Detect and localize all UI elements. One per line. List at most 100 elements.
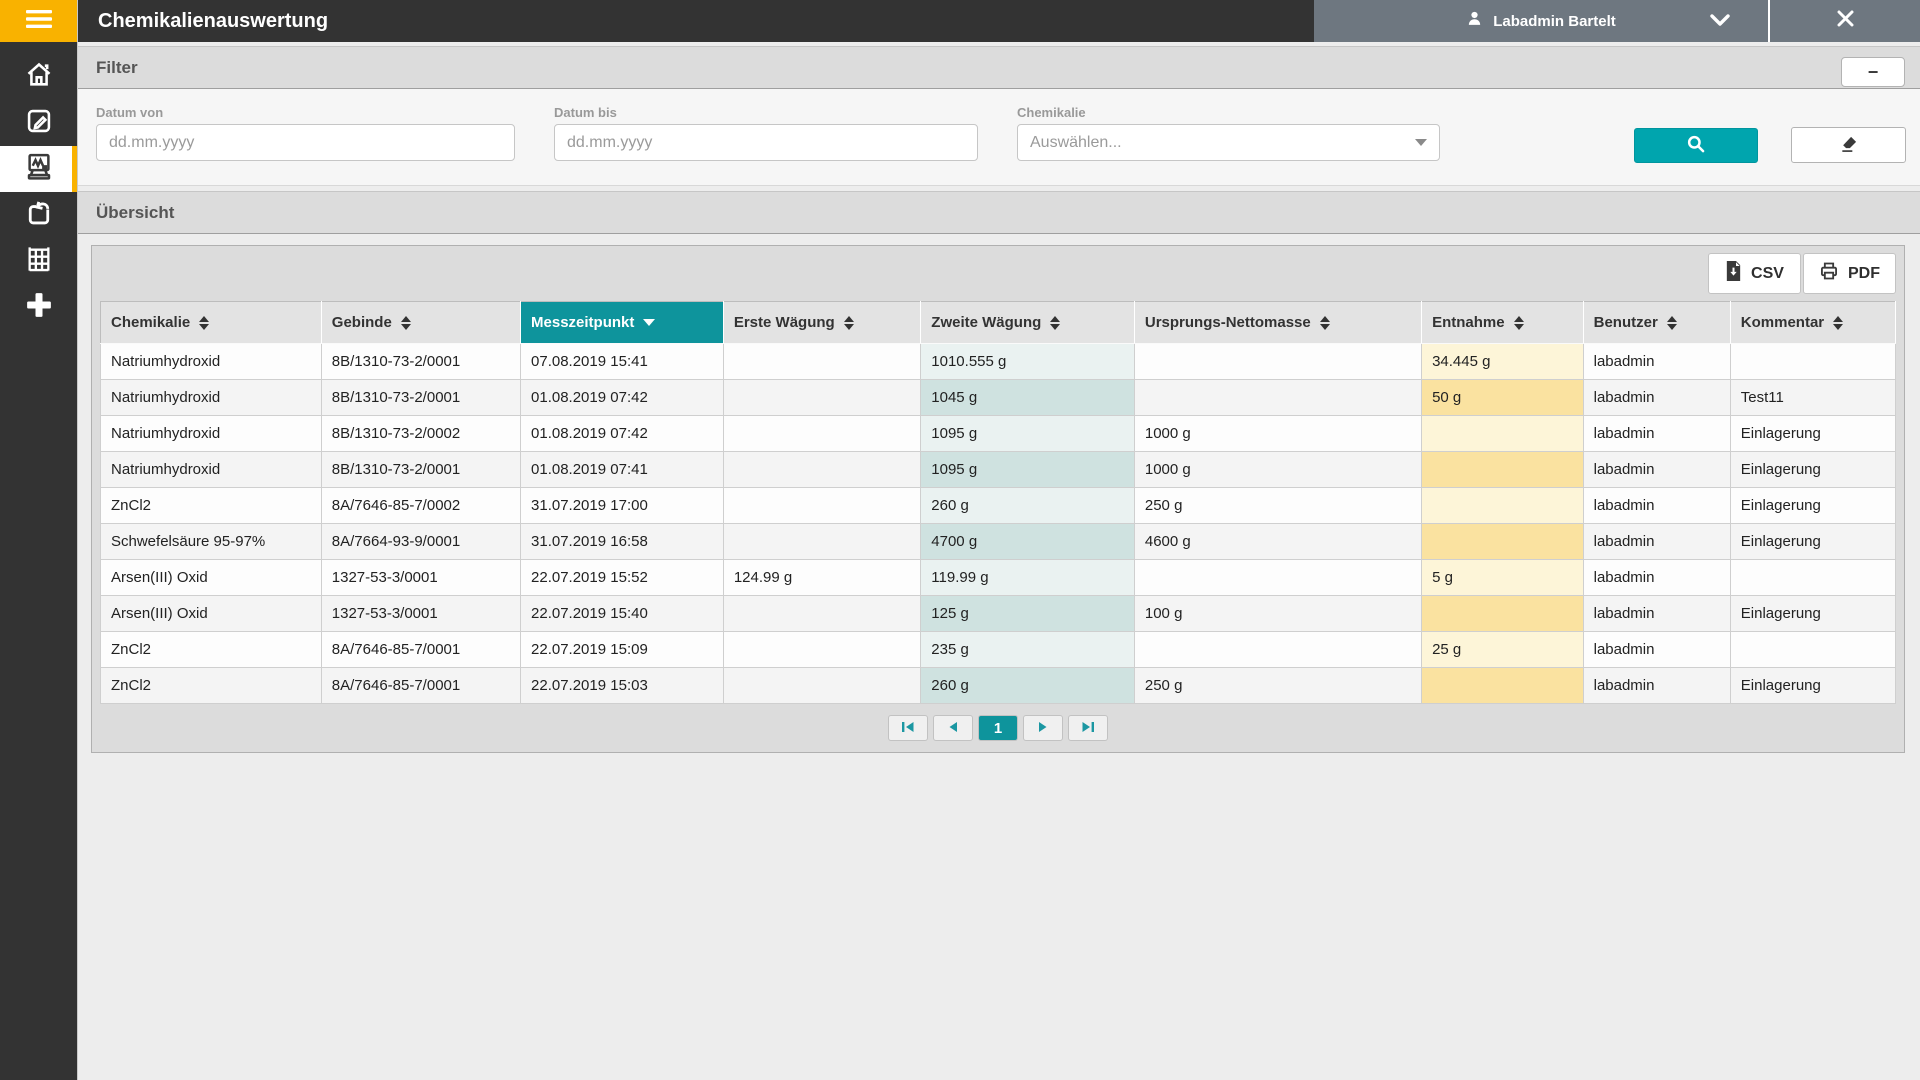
chemical-field: Chemikalie Auswählen... [1017, 105, 1440, 161]
pagination-last-button[interactable] [1068, 715, 1108, 741]
cell-gebinde: 8A/7646-85-7/0001 [321, 632, 520, 668]
cell-messzeitpunkt: 01.08.2019 07:41 [521, 452, 724, 488]
cell-erste-w-gung: 124.99 g [723, 560, 920, 596]
cell-benutzer: labadmin [1583, 668, 1730, 704]
next-page-icon [1038, 721, 1048, 736]
cell-messzeitpunkt: 22.07.2019 15:52 [521, 560, 724, 596]
cell-entnahme: 5 g [1422, 560, 1584, 596]
sort-desc-icon [643, 319, 655, 326]
export-toolbar: CSV PDF [100, 253, 1896, 301]
return-arrow-icon [25, 199, 53, 232]
cell-benutzer: labadmin [1583, 632, 1730, 668]
collapse-filter-button[interactable]: − [1841, 57, 1905, 87]
cell-entnahme [1422, 416, 1584, 452]
cell-erste-w-gung [723, 596, 920, 632]
pagination-prev-button[interactable] [933, 715, 973, 741]
table-row: Natriumhydroxid8B/1310-73-2/000201.08.20… [101, 416, 1896, 452]
sidebar-item-edit[interactable] [0, 100, 77, 146]
sidebar-item-shelf[interactable] [0, 238, 77, 284]
cell-ursprungs-nettomasse: 1000 g [1134, 452, 1421, 488]
cell-kommentar: Test11 [1730, 380, 1895, 416]
cell-gebinde: 8B/1310-73-2/0001 [321, 452, 520, 488]
column-header-chemikalie[interactable]: Chemikalie [101, 302, 322, 344]
cell-zweite-w-gung: 1095 g [921, 416, 1135, 452]
cell-kommentar [1730, 344, 1895, 380]
column-label: Entnahme [1432, 314, 1505, 331]
column-header-benutzer[interactable]: Benutzer [1583, 302, 1730, 344]
csv-download-icon [1725, 261, 1742, 286]
search-button[interactable] [1634, 128, 1758, 163]
column-header-zweite-w-gung[interactable]: Zweite Wägung [921, 302, 1135, 344]
cell-ursprungs-nettomasse: 250 g [1134, 668, 1421, 704]
hamburger-icon [25, 8, 53, 35]
sort-toggle-icon [401, 316, 411, 330]
cell-kommentar: Einlagerung [1730, 596, 1895, 632]
clear-filter-button[interactable] [1791, 127, 1906, 163]
sort-toggle-icon [1833, 316, 1843, 330]
sidebar [0, 0, 77, 1080]
export-pdf-button[interactable]: PDF [1803, 253, 1896, 294]
column-label: Gebinde [332, 314, 392, 331]
cell-zweite-w-gung: 119.99 g [921, 560, 1135, 596]
cell-zweite-w-gung: 1045 g [921, 380, 1135, 416]
column-label: Messzeitpunkt [531, 314, 634, 331]
pagination-page-1-button[interactable]: 1 [978, 715, 1018, 741]
cell-kommentar [1730, 560, 1895, 596]
sidebar-item-auswertung[interactable] [0, 146, 77, 192]
sidebar-item-add[interactable] [0, 284, 77, 330]
sidebar-item-home[interactable] [0, 54, 77, 100]
date-from-label: Datum von [96, 105, 515, 120]
column-header-kommentar[interactable]: Kommentar [1730, 302, 1895, 344]
user-menu[interactable]: Labadmin Bartelt [1314, 0, 1768, 42]
sort-toggle-icon [1050, 316, 1060, 330]
cell-ursprungs-nettomasse [1134, 380, 1421, 416]
menu-button[interactable] [0, 0, 77, 42]
column-label: Kommentar [1741, 314, 1824, 331]
column-header-gebinde[interactable]: Gebinde [321, 302, 520, 344]
export-csv-button[interactable]: CSV [1708, 253, 1801, 294]
sidebar-item-return[interactable] [0, 192, 77, 238]
prev-page-icon [948, 721, 958, 736]
sort-toggle-icon [1667, 316, 1677, 330]
csv-button-label: CSV [1751, 265, 1784, 283]
page-title: Chemikalienauswertung [78, 0, 1314, 42]
user-name: Labadmin Bartelt [1493, 13, 1616, 30]
column-header-erste-w-gung[interactable]: Erste Wägung [723, 302, 920, 344]
cell-gebinde: 8B/1310-73-2/0002 [321, 416, 520, 452]
cell-benutzer: labadmin [1583, 344, 1730, 380]
column-header-ursprungs-nettomasse[interactable]: Ursprungs-Nettomasse [1134, 302, 1421, 344]
cell-kommentar: Einlagerung [1730, 524, 1895, 560]
chemical-label: Chemikalie [1017, 105, 1440, 120]
close-button[interactable] [1768, 0, 1920, 42]
table-row: Natriumhydroxid8B/1310-73-2/000101.08.20… [101, 380, 1896, 416]
pagination-first-button[interactable] [888, 715, 928, 741]
date-to-input[interactable] [554, 124, 978, 161]
cell-chemikalie: Natriumhydroxid [101, 452, 322, 488]
pagination-next-button[interactable] [1023, 715, 1063, 741]
cell-ursprungs-nettomasse [1134, 560, 1421, 596]
close-icon [1837, 10, 1854, 32]
date-from-input[interactable] [96, 124, 515, 161]
sort-toggle-icon [1320, 316, 1330, 330]
table-row: ZnCl28A/7646-85-7/000122.07.2019 15:0923… [101, 632, 1896, 668]
select-caret-icon [1415, 139, 1427, 146]
column-header-entnahme[interactable]: Entnahme [1422, 302, 1584, 344]
cell-zweite-w-gung: 1010.555 g [921, 344, 1135, 380]
cell-erste-w-gung [723, 488, 920, 524]
chemical-select[interactable]: Auswählen... [1017, 124, 1440, 161]
cell-gebinde: 1327-53-3/0001 [321, 596, 520, 632]
table-row: ZnCl28A/7646-85-7/000231.07.2019 17:0026… [101, 488, 1896, 524]
first-page-icon [901, 721, 915, 736]
cell-entnahme [1422, 596, 1584, 632]
cell-messzeitpunkt: 07.08.2019 15:41 [521, 344, 724, 380]
table-row: Schwefelsäure 95-97%8A/7664-93-9/000131.… [101, 524, 1896, 560]
search-icon [1686, 134, 1706, 157]
cell-entnahme: 25 g [1422, 632, 1584, 668]
cell-messzeitpunkt: 31.07.2019 17:00 [521, 488, 724, 524]
cell-benutzer: labadmin [1583, 416, 1730, 452]
cell-chemikalie: ZnCl2 [101, 632, 322, 668]
table-row: Natriumhydroxid8B/1310-73-2/000101.08.20… [101, 452, 1896, 488]
cell-chemikalie: ZnCl2 [101, 668, 322, 704]
column-header-messzeitpunkt[interactable]: Messzeitpunkt [521, 302, 724, 344]
cell-ursprungs-nettomasse: 250 g [1134, 488, 1421, 524]
